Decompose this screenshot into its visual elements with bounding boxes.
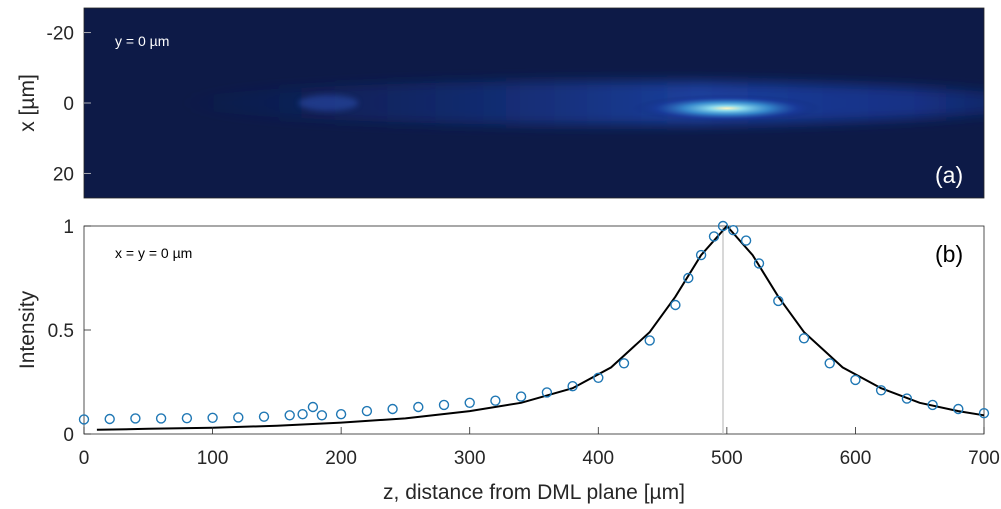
panel-a-y-ticks: -20 0 20 (47, 24, 91, 185)
measured-data-point (130, 413, 141, 424)
measured-data-point (593, 372, 604, 383)
measured-data-point (335, 409, 347, 420)
measured-data-point (258, 411, 270, 422)
measured-data-point (567, 381, 578, 392)
measured-data-point (740, 235, 752, 246)
measured-data-point (618, 358, 630, 369)
measured-data-point (297, 409, 308, 420)
panel-b-y-tick-label: 0.5 (48, 321, 74, 342)
measured-data-point (233, 412, 244, 423)
panel-b-y-tick-label: 0 (63, 425, 74, 446)
measured-data-point (798, 333, 810, 344)
panel-b-y-axis-label: Intensity (16, 290, 39, 369)
panel-a-annotation: y = 0 µm (115, 33, 169, 49)
measured-data-point (695, 249, 707, 261)
panel-b-x-tick-label: 400 (582, 448, 614, 469)
measured-data-point (181, 413, 193, 424)
measured-data-point (284, 410, 295, 421)
panel-b-x-tick-label: 700 (968, 448, 1000, 469)
panel-b-ticks: 0 100 200 300 400 500 600 700 0 0.5 1 (48, 217, 1000, 469)
measured-data-point (978, 408, 990, 419)
measured-data-point (78, 414, 90, 425)
measured-data-point (515, 391, 527, 402)
measured-data-point (490, 395, 501, 406)
panel-b-annotation: x = y = 0 µm (115, 245, 192, 261)
panel-b-y-tick-label: 1 (63, 217, 74, 238)
measured-data-point (773, 295, 784, 307)
measured-data-point (316, 410, 328, 421)
measured-data-point (670, 299, 681, 311)
panel-b-x-tick-label: 600 (840, 448, 872, 469)
measured-data-point (875, 385, 887, 396)
measured-data-point (753, 258, 765, 269)
measured-data-point (953, 403, 964, 415)
panel-a-y-tick-label: 20 (53, 164, 74, 185)
measured-data-point (207, 412, 218, 423)
measured-data-point (728, 224, 739, 236)
panel-b-x-tick-label: 0 (79, 448, 90, 469)
heatmap-secondary-feature (298, 95, 359, 111)
measured-data-point (683, 272, 694, 284)
measured-data-point (104, 413, 115, 425)
panel-a-y-axis-label: x [µm] (16, 74, 39, 132)
measured-data-point (901, 393, 913, 404)
panel-a-y-tick-label: 0 (63, 94, 74, 115)
panel-a-y-tick-label: -20 (47, 24, 74, 45)
measured-data-point (717, 220, 729, 232)
measured-data-point (361, 405, 373, 417)
panel-b: 0 100 200 300 400 500 600 700 0 0.5 1 x = y = 0 µm… (16, 217, 1000, 504)
heatmap-focus-spot (631, 94, 822, 123)
measured-data-point (644, 335, 655, 346)
measured-markers (78, 220, 990, 425)
measured-data-point (438, 399, 450, 411)
measured-data-point (387, 403, 398, 415)
panel-b-x-tick-label: 300 (454, 448, 486, 469)
measured-data-point (850, 374, 861, 386)
measured-data-point (541, 387, 553, 398)
panel-b-label: (b) (935, 241, 963, 267)
panel-b-x-axis-label: z, distance from DML plane [µm] (383, 481, 685, 504)
measured-data-point (413, 401, 424, 413)
measured-data-point (155, 413, 167, 424)
plot-b-background (83, 225, 985, 435)
model-curve (96, 224, 985, 431)
panel-b-x-tick-label: 200 (325, 448, 357, 469)
measured-data-point (307, 401, 319, 413)
measured-data-point (708, 231, 720, 242)
panel-a-label: (a) (935, 162, 963, 188)
panel-b-x-tick-label: 500 (711, 448, 743, 469)
panel-b-x-tick-label: 100 (197, 448, 229, 469)
measured-data-point (464, 397, 475, 408)
measured-data-point (824, 358, 835, 369)
panel-a: -20 0 20 y = 0 µm (a) x [µm] (16, 7, 985, 199)
measured-data-point (927, 399, 938, 411)
